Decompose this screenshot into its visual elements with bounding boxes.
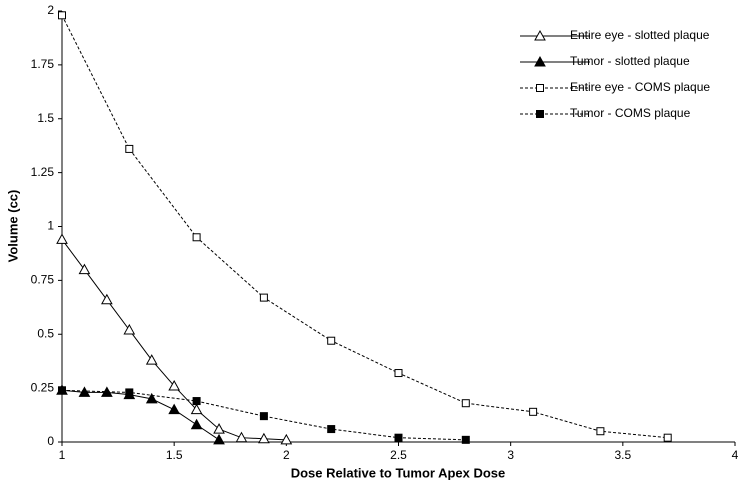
data-point <box>125 144 134 153</box>
series-line <box>61 389 220 441</box>
data-point <box>125 388 134 397</box>
data-point <box>663 433 672 442</box>
legend-label: Entire eye - COMS plaque <box>570 80 710 94</box>
x-tick-label: 1.5 <box>166 448 183 462</box>
legend-marker <box>536 84 544 92</box>
x-tick-label: 2 <box>283 448 290 462</box>
data-point <box>190 403 203 415</box>
data-point <box>258 432 270 444</box>
y-tick-label: 1.5 <box>37 111 54 125</box>
y-axis-label: Volume (cc) <box>5 190 20 263</box>
data-point <box>461 399 470 408</box>
data-point <box>168 403 181 415</box>
y-tick-label: 0.75 <box>31 273 55 287</box>
data-point <box>529 407 538 416</box>
data-point <box>327 336 336 345</box>
data-point <box>190 418 203 430</box>
data-point <box>280 433 293 445</box>
y-tick-label: 2 <box>47 3 54 17</box>
y-tick-label: 1.75 <box>31 57 55 71</box>
data-point <box>145 392 158 404</box>
x-tick-label: 4 <box>732 448 739 462</box>
data-point <box>123 323 136 335</box>
data-point <box>235 431 248 443</box>
data-point <box>394 369 403 378</box>
data-point <box>78 386 91 397</box>
data-point <box>56 233 68 244</box>
legend-marker <box>534 29 546 41</box>
data-point <box>78 263 91 275</box>
data-point <box>145 354 158 365</box>
y-tick-label: 0 <box>47 434 54 448</box>
y-tick-label: 1.25 <box>31 165 55 179</box>
data-point <box>213 433 225 445</box>
data-point <box>596 427 605 436</box>
data-point <box>168 379 181 391</box>
data-point <box>192 233 201 242</box>
data-point <box>58 386 66 395</box>
x-tick-label: 3 <box>507 448 514 462</box>
data-point <box>461 435 470 444</box>
data-point <box>259 412 268 421</box>
data-point <box>213 423 225 434</box>
legend-label: Tumor - COMS plaque <box>570 106 691 120</box>
x-tick-label: 3.5 <box>614 448 631 462</box>
legend-marker <box>536 110 544 118</box>
y-tick-label: 0.5 <box>37 326 54 340</box>
data-point <box>192 397 201 406</box>
data-point <box>259 293 268 302</box>
x-tick-label: 2.5 <box>390 448 407 462</box>
legend-label: Entire eye - slotted plaque <box>570 28 710 42</box>
data-point <box>101 293 113 305</box>
data-point <box>327 425 336 434</box>
data-point <box>58 11 66 20</box>
series-line <box>61 15 668 439</box>
y-tick-label: 1 <box>47 219 54 233</box>
x-tick-label: 1 <box>59 448 66 462</box>
data-point <box>394 433 403 442</box>
legend-label: Tumor - slotted plaque <box>570 54 690 68</box>
y-tick-label: 0.25 <box>31 380 55 394</box>
x-axis-label: Dose Relative to Tumor Apex Dose <box>291 465 506 480</box>
legend-marker <box>534 55 546 67</box>
